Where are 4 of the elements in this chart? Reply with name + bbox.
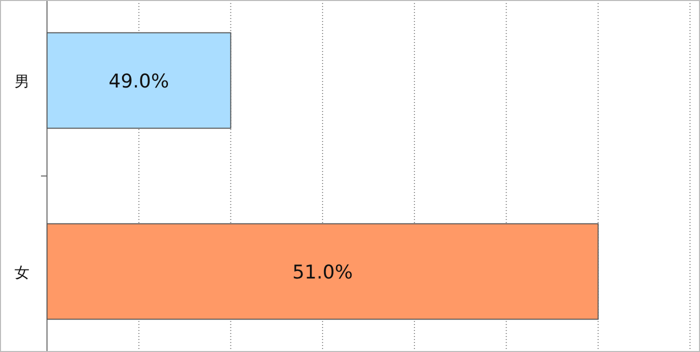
data-label: 49.0% (108, 70, 170, 92)
y-tick-label: 女 (14, 264, 30, 282)
y-tick-label: 男 (14, 72, 30, 90)
data-label: 51.0% (292, 262, 353, 284)
